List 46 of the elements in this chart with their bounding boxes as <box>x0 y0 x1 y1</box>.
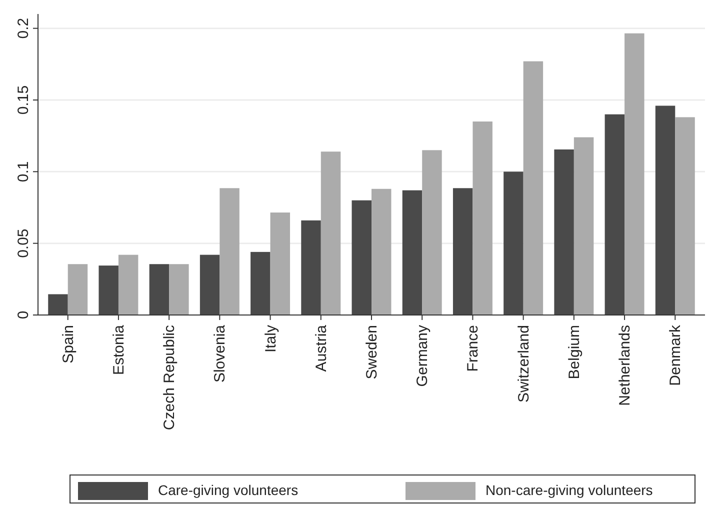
x-tick-label: Italy <box>262 324 280 353</box>
bar <box>604 114 625 315</box>
bar <box>270 212 290 315</box>
bar <box>98 266 118 315</box>
x-tick-label: Slovenia <box>212 324 229 383</box>
bar <box>118 254 138 315</box>
bar <box>301 220 321 315</box>
bar <box>149 264 170 315</box>
y-tick-label: 0.1 <box>15 161 32 182</box>
bar <box>624 33 644 315</box>
bar <box>48 294 68 315</box>
bar <box>200 254 220 315</box>
bar <box>574 137 594 315</box>
x-tick-label: Netherlands <box>616 325 634 406</box>
x-tick-label: Germany <box>414 324 432 387</box>
bar <box>523 61 544 315</box>
x-tick-label: Estonia <box>110 324 128 376</box>
x-tick-label: Czech Republic <box>161 324 178 430</box>
y-tick-label: 0.15 <box>15 85 32 115</box>
x-tick-label: France <box>464 325 482 372</box>
bar <box>250 252 270 315</box>
x-tick-label: Belgium <box>566 325 583 380</box>
x-tick-label: Denmark <box>667 324 684 386</box>
x-tick-label: Spain <box>60 325 77 364</box>
bar <box>169 264 189 315</box>
bar <box>68 264 88 315</box>
bar <box>554 149 574 315</box>
bar <box>220 188 240 315</box>
x-tick-label: Switzerland <box>515 325 532 403</box>
x-tick-label: Austria <box>312 324 330 372</box>
bar <box>422 150 442 315</box>
y-tick-label: 0.2 <box>15 18 32 39</box>
bar <box>320 152 341 315</box>
bar <box>402 190 422 315</box>
legend-label: Care-giving volunteers <box>158 482 298 498</box>
bar <box>472 122 492 315</box>
legend-label: Non-care-giving volunteers <box>486 482 653 498</box>
bar <box>372 188 392 315</box>
y-tick-label: 0.05 <box>15 228 32 258</box>
bar <box>655 106 676 315</box>
bar <box>675 117 695 315</box>
bar <box>352 200 372 315</box>
y-tick-label: 0 <box>15 310 32 320</box>
x-tick-label: Sweden <box>364 325 380 380</box>
bar <box>452 188 473 315</box>
bar <box>504 172 524 315</box>
